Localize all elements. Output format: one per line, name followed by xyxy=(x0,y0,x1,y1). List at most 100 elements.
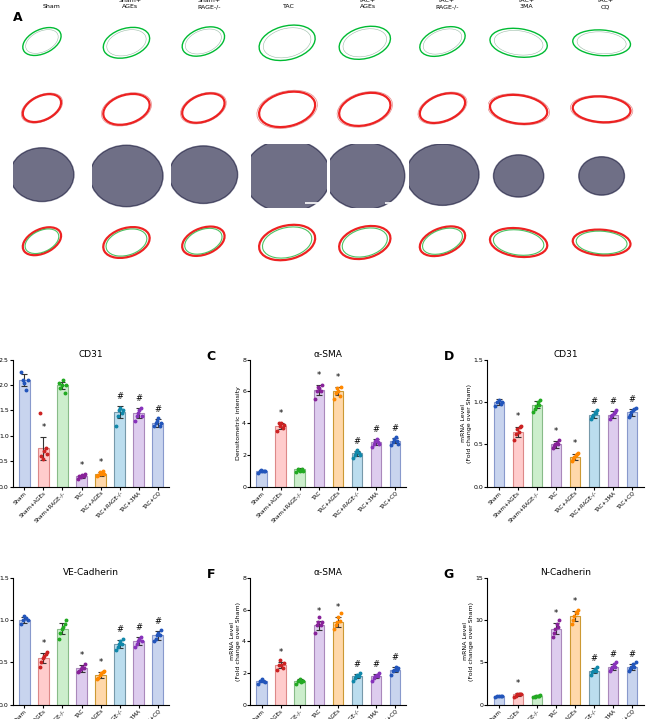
Bar xyxy=(313,390,324,487)
Title: TAC+
AGEs: TAC+ AGEs xyxy=(359,0,376,9)
Bar xyxy=(389,670,400,705)
Text: A: A xyxy=(13,11,23,24)
Text: *: * xyxy=(79,651,84,660)
Bar xyxy=(608,415,618,487)
Title: TAC: TAC xyxy=(283,4,294,9)
Bar xyxy=(294,681,305,705)
Bar xyxy=(294,469,305,487)
Bar xyxy=(570,457,580,487)
Text: *: * xyxy=(279,648,283,657)
Title: TAC+
RAGE-/-: TAC+ RAGE-/- xyxy=(436,0,459,9)
Title: Sham: Sham xyxy=(42,4,60,9)
Text: #: # xyxy=(372,425,380,434)
Bar xyxy=(627,667,637,705)
Bar xyxy=(57,385,68,487)
Circle shape xyxy=(406,144,479,206)
Text: #: # xyxy=(610,649,617,659)
Text: #: # xyxy=(135,394,142,403)
Text: *: * xyxy=(554,610,558,618)
Text: #: # xyxy=(154,617,161,626)
Bar xyxy=(570,616,580,705)
Title: Sham+
AGEs: Sham+ AGEs xyxy=(119,0,142,9)
Text: *: * xyxy=(317,607,321,616)
Bar xyxy=(513,695,523,705)
Title: TAC+
CQ: TAC+ CQ xyxy=(597,0,614,9)
Bar xyxy=(551,444,561,487)
Text: *: * xyxy=(317,371,321,380)
Title: α-SMA: α-SMA xyxy=(314,350,343,359)
Bar xyxy=(513,431,523,487)
Bar xyxy=(76,477,86,487)
Y-axis label: mRNA Level
(Fold change over Sham): mRNA Level (Fold change over Sham) xyxy=(230,602,240,681)
Bar xyxy=(152,636,163,705)
Text: *: * xyxy=(335,603,340,613)
Text: #: # xyxy=(590,654,597,663)
Circle shape xyxy=(325,142,405,209)
Title: TAC+
3MA: TAC+ 3MA xyxy=(517,0,535,9)
Bar xyxy=(532,405,542,487)
Title: CD31: CD31 xyxy=(553,350,578,359)
Bar xyxy=(333,391,343,487)
Bar xyxy=(532,696,542,705)
Text: #: # xyxy=(154,405,161,414)
Bar xyxy=(114,412,125,487)
Bar xyxy=(256,471,267,487)
Bar xyxy=(114,644,125,705)
Bar xyxy=(152,423,163,487)
Circle shape xyxy=(244,139,331,212)
Bar xyxy=(352,676,362,705)
Text: *: * xyxy=(515,679,520,688)
Y-axis label: mRNA Level
(Fold change over Sham): mRNA Level (Fold change over Sham) xyxy=(462,384,472,462)
Bar xyxy=(256,681,267,705)
Text: #: # xyxy=(135,623,142,632)
Text: *: * xyxy=(573,597,577,605)
Circle shape xyxy=(578,157,625,195)
Text: #: # xyxy=(610,397,617,406)
Circle shape xyxy=(90,145,163,206)
Bar xyxy=(333,622,343,705)
Bar xyxy=(589,671,599,705)
Bar xyxy=(493,696,504,705)
Bar xyxy=(20,620,30,705)
Text: *: * xyxy=(98,458,103,467)
Text: *: * xyxy=(79,461,84,470)
Text: #: # xyxy=(629,649,636,659)
Text: #: # xyxy=(354,660,360,669)
Text: *: * xyxy=(515,413,520,421)
Text: #: # xyxy=(116,626,123,634)
Bar xyxy=(608,667,618,705)
Text: #: # xyxy=(391,654,398,662)
Bar xyxy=(20,380,30,487)
Text: *: * xyxy=(42,423,46,432)
Bar xyxy=(133,413,144,487)
Text: G: G xyxy=(444,568,454,581)
Title: α-SMA: α-SMA xyxy=(314,568,343,577)
Bar xyxy=(276,665,286,705)
Text: #: # xyxy=(354,437,360,446)
Bar xyxy=(38,449,49,487)
Bar xyxy=(313,626,324,705)
Title: VE-Cadherin: VE-Cadherin xyxy=(63,568,119,577)
Bar xyxy=(76,668,86,705)
Text: *: * xyxy=(98,658,103,667)
Text: *: * xyxy=(335,373,340,383)
Text: #: # xyxy=(391,423,398,433)
Y-axis label: Densitometric intensity: Densitometric intensity xyxy=(236,386,240,460)
Circle shape xyxy=(493,155,544,197)
Bar xyxy=(57,628,68,705)
Text: #: # xyxy=(590,397,597,406)
Bar xyxy=(96,675,106,705)
Bar xyxy=(370,442,381,487)
Bar xyxy=(370,676,381,705)
Bar xyxy=(389,441,400,487)
Y-axis label: mRNA Level
(Fold change over Sham): mRNA Level (Fold change over Sham) xyxy=(463,602,474,681)
Bar xyxy=(276,426,286,487)
Bar xyxy=(96,474,106,487)
Bar xyxy=(627,412,637,487)
Title: N-Cadherin: N-Cadherin xyxy=(540,568,591,577)
Title: Sham+
RAGE-/-: Sham+ RAGE-/- xyxy=(198,0,221,9)
Text: D: D xyxy=(444,349,454,362)
Text: #: # xyxy=(629,395,636,403)
Bar xyxy=(493,402,504,487)
Text: *: * xyxy=(554,427,558,436)
